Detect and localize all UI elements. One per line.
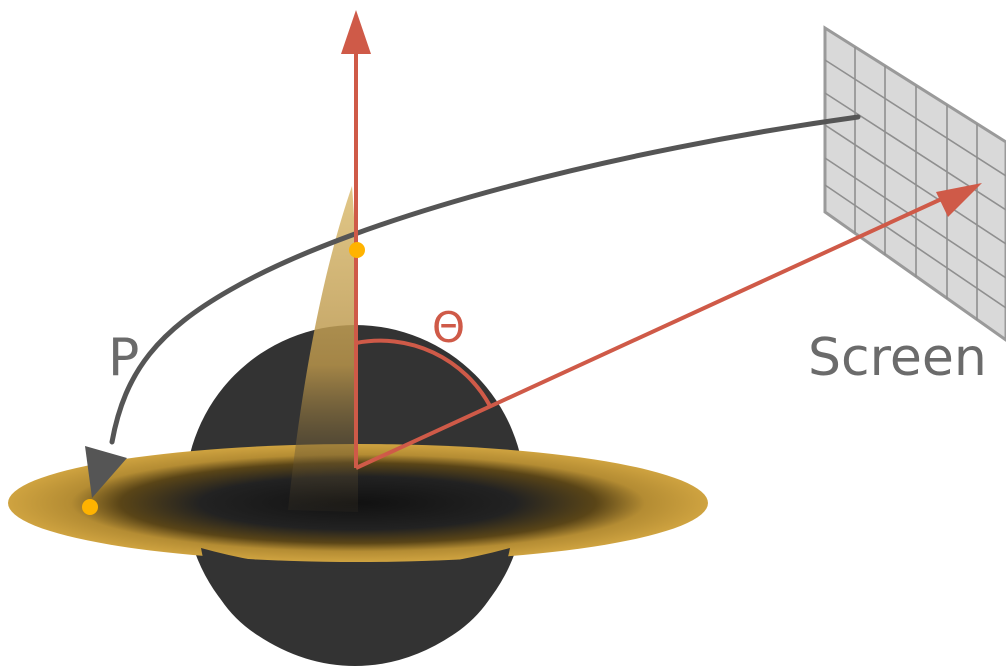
black-hole-front-lower [201, 548, 510, 666]
disk-hit-point [82, 499, 98, 515]
light-ray-path [109, 114, 861, 445]
ray-jet-intersection-point [349, 242, 365, 258]
screen-grid [824, 47, 1006, 320]
angle-arc [355, 338, 492, 407]
ray-arrow-head [85, 446, 127, 498]
ray-label: P [108, 328, 139, 388]
screen-direction-axis [355, 194, 949, 470]
angle-label: Θ [432, 303, 465, 352]
grid-screen [823, 25, 1006, 342]
screen-direction-arrow-head [936, 183, 982, 217]
polar-jet [288, 186, 358, 512]
screen-label: Screen [808, 328, 987, 388]
vertical-axis-arrow-head [341, 10, 371, 54]
